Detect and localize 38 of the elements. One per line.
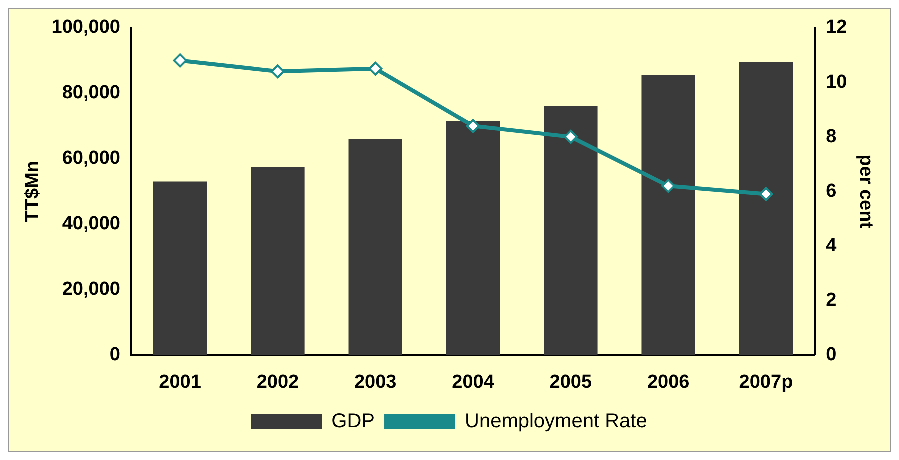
- y-tick-label: 0: [110, 344, 120, 366]
- x-tick-label: 2005: [550, 372, 592, 393]
- bar: [739, 62, 794, 356]
- point: [368, 62, 383, 76]
- y2-axis-title: per cent: [855, 154, 876, 230]
- y-tick-label: 20,000: [62, 278, 120, 300]
- y2-tick-label: 0: [826, 344, 837, 366]
- bar: [348, 139, 402, 356]
- point: [466, 119, 480, 134]
- bar: [642, 75, 696, 356]
- y-axis-title: TT$Mn: [22, 160, 44, 222]
- bar: [544, 106, 598, 356]
- y2-tick-label: 4: [826, 235, 838, 256]
- bar: [153, 182, 208, 356]
- point: [270, 64, 285, 79]
- y2-tick-label: 2: [826, 290, 837, 311]
- x-tick-label: 2002: [256, 372, 300, 393]
- point: [662, 179, 676, 194]
- legend-label: Unemployment Rate: [465, 410, 648, 433]
- y2-tick-label: 12: [826, 17, 848, 38]
- legend-label: GDP: [332, 410, 376, 433]
- y2-tick-label: 8: [826, 126, 837, 148]
- x-tick-label: 2001: [159, 372, 202, 393]
- bar: [446, 121, 500, 356]
- x-tick-label: 2007p: [739, 372, 794, 393]
- y2-tick-label: 10: [826, 72, 848, 93]
- y2-tick-label: 6: [826, 180, 837, 202]
- x-tick-label: 2004: [452, 372, 495, 393]
- point: [564, 130, 578, 144]
- y-tick-label: 40,000: [62, 214, 120, 235]
- point: [173, 54, 188, 68]
- y-tick-label: 60,000: [62, 148, 120, 170]
- x-tick-label: 2003: [354, 372, 397, 393]
- point: [759, 187, 774, 202]
- y-tick-label: 100,000: [52, 17, 120, 38]
- x-tick-label: 2006: [647, 372, 690, 393]
- bar: [251, 167, 305, 356]
- y-tick-label: 80,000: [62, 82, 120, 104]
